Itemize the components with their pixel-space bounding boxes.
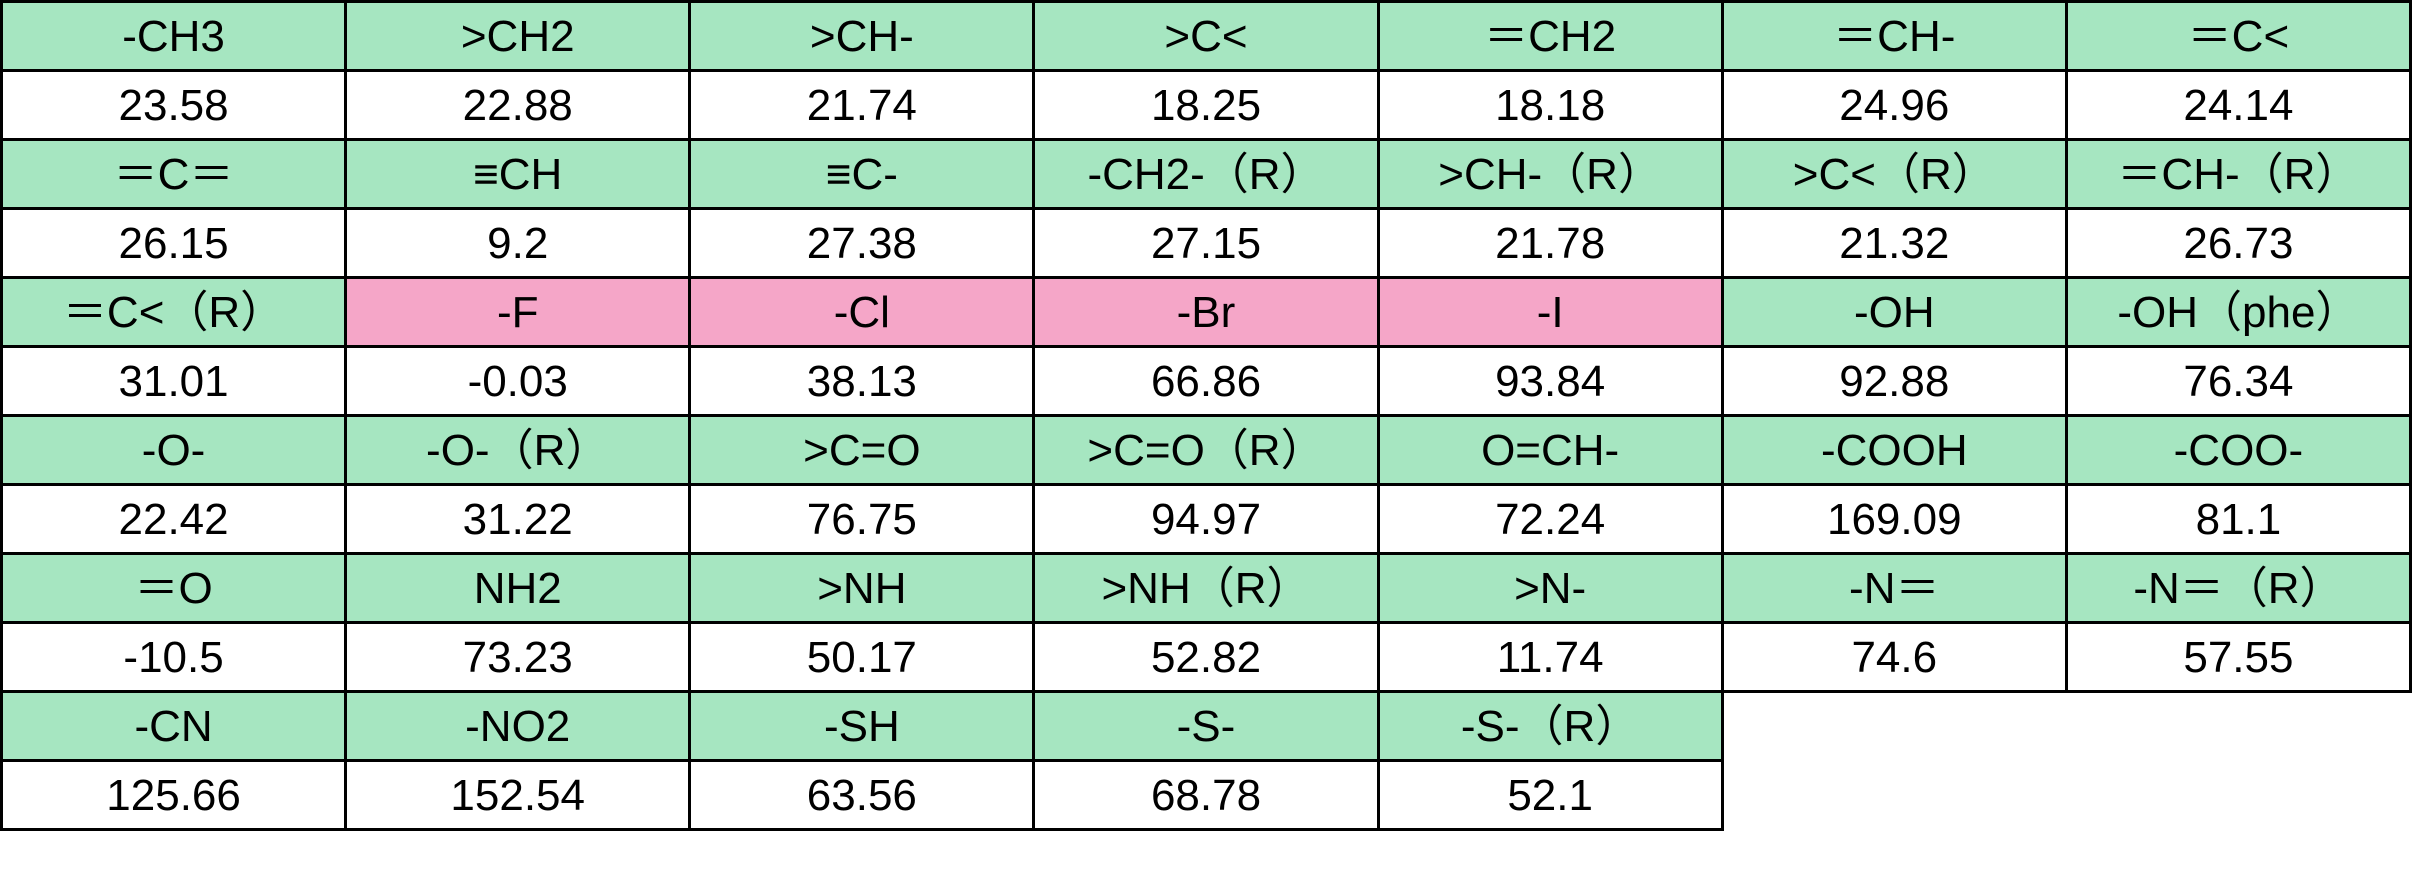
group-header: -Cl xyxy=(691,279,1035,348)
group-value: 27.15 xyxy=(1035,210,1379,279)
group-value: 50.17 xyxy=(691,624,1035,693)
group-header: -N＝ xyxy=(1724,555,2068,624)
group-header: ＝CH2 xyxy=(1380,3,1724,72)
group-header: >C<（R） xyxy=(1724,141,2068,210)
group-header xyxy=(1724,693,2068,762)
group-value: 27.38 xyxy=(691,210,1035,279)
group-value: 22.42 xyxy=(3,486,347,555)
group-value: 73.23 xyxy=(347,624,691,693)
group-header: -OH（phe） xyxy=(2068,279,2412,348)
group-header: >CH- xyxy=(691,3,1035,72)
functional-group-table: -CH3>CH2>CH->C<＝CH2＝CH-＝C<23.5822.8821.7… xyxy=(0,0,2412,831)
group-header xyxy=(2068,693,2412,762)
group-value: 31.22 xyxy=(347,486,691,555)
group-value: 52.1 xyxy=(1380,762,1724,831)
group-value: -0.03 xyxy=(347,348,691,417)
group-value: 23.58 xyxy=(3,72,347,141)
group-value: 18.25 xyxy=(1035,72,1379,141)
group-value: 21.78 xyxy=(1380,210,1724,279)
group-header: -CN xyxy=(3,693,347,762)
group-header: ＝CH- xyxy=(1724,3,2068,72)
group-header: ＝CH-（R） xyxy=(2068,141,2412,210)
group-header: >CH2 xyxy=(347,3,691,72)
group-value: 76.75 xyxy=(691,486,1035,555)
group-header: -CH3 xyxy=(3,3,347,72)
group-header: >NH xyxy=(691,555,1035,624)
group-value xyxy=(1724,762,2068,831)
group-header: -COOH xyxy=(1724,417,2068,486)
group-header: -Br xyxy=(1035,279,1379,348)
group-value: 26.73 xyxy=(2068,210,2412,279)
group-value: 57.55 xyxy=(2068,624,2412,693)
group-header: -OH xyxy=(1724,279,2068,348)
group-header: -S-（R） xyxy=(1380,693,1724,762)
group-header: -CH2-（R） xyxy=(1035,141,1379,210)
group-header: -NO2 xyxy=(347,693,691,762)
group-value: 81.1 xyxy=(2068,486,2412,555)
group-header: ≡C- xyxy=(691,141,1035,210)
group-header: >C< xyxy=(1035,3,1379,72)
group-header: -COO- xyxy=(2068,417,2412,486)
group-header: -S- xyxy=(1035,693,1379,762)
group-value: 68.78 xyxy=(1035,762,1379,831)
group-header: -I xyxy=(1380,279,1724,348)
group-header: NH2 xyxy=(347,555,691,624)
group-value: 94.97 xyxy=(1035,486,1379,555)
group-header: >N- xyxy=(1380,555,1724,624)
group-value: 169.09 xyxy=(1724,486,2068,555)
group-header: -N＝（R） xyxy=(2068,555,2412,624)
group-value: 76.34 xyxy=(2068,348,2412,417)
group-value: 52.82 xyxy=(1035,624,1379,693)
group-value: 92.88 xyxy=(1724,348,2068,417)
group-value: 93.84 xyxy=(1380,348,1724,417)
group-header: ≡CH xyxy=(347,141,691,210)
group-value: 21.74 xyxy=(691,72,1035,141)
group-header: >NH（R） xyxy=(1035,555,1379,624)
group-header: ＝O xyxy=(3,555,347,624)
group-value: 152.54 xyxy=(347,762,691,831)
group-value: 26.15 xyxy=(3,210,347,279)
group-value: 74.6 xyxy=(1724,624,2068,693)
group-header: >C=O xyxy=(691,417,1035,486)
group-header: >CH-（R） xyxy=(1380,141,1724,210)
group-value: 11.74 xyxy=(1380,624,1724,693)
group-value: 21.32 xyxy=(1724,210,2068,279)
group-value: 22.88 xyxy=(347,72,691,141)
group-value xyxy=(2068,762,2412,831)
group-value: -10.5 xyxy=(3,624,347,693)
group-value: 31.01 xyxy=(3,348,347,417)
group-value: 125.66 xyxy=(3,762,347,831)
group-header: O=CH- xyxy=(1380,417,1724,486)
group-value: 38.13 xyxy=(691,348,1035,417)
group-value: 24.14 xyxy=(2068,72,2412,141)
group-value: 63.56 xyxy=(691,762,1035,831)
group-value: 66.86 xyxy=(1035,348,1379,417)
group-header: ＝C＝ xyxy=(3,141,347,210)
group-header: -SH xyxy=(691,693,1035,762)
group-header: >C=O（R） xyxy=(1035,417,1379,486)
group-header: -O-（R） xyxy=(347,417,691,486)
group-value: 18.18 xyxy=(1380,72,1724,141)
group-header: ＝C< xyxy=(2068,3,2412,72)
group-value: 72.24 xyxy=(1380,486,1724,555)
group-header: -O- xyxy=(3,417,347,486)
group-header: ＝C<（R） xyxy=(3,279,347,348)
group-value: 9.2 xyxy=(347,210,691,279)
group-header: -F xyxy=(347,279,691,348)
group-value: 24.96 xyxy=(1724,72,2068,141)
